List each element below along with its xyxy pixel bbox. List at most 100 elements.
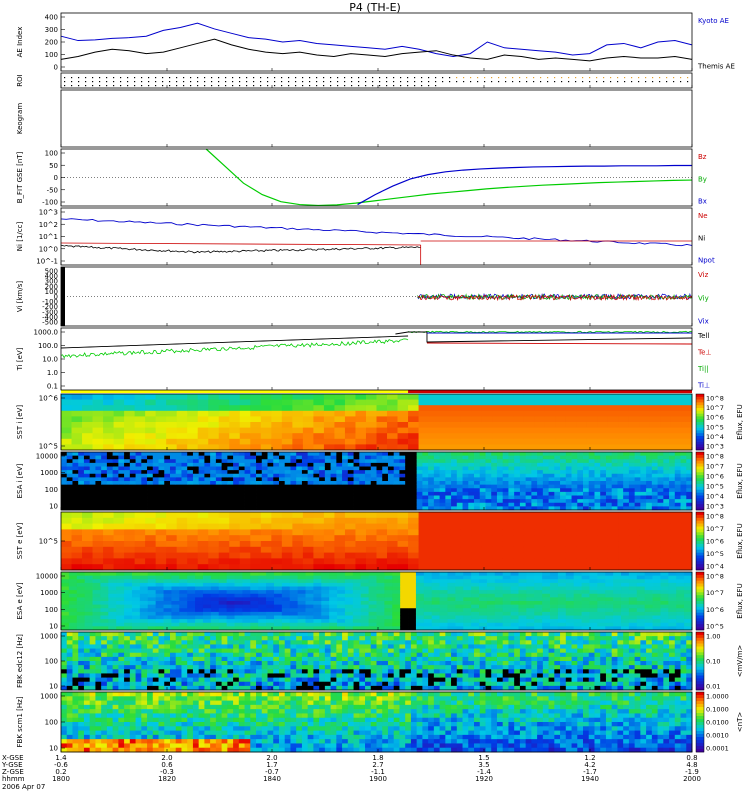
spectrogram-cell: [135, 466, 142, 471]
spectrogram-cell: [450, 410, 462, 417]
spectrogram-cell: [455, 579, 464, 584]
spectrogram-cell: [210, 681, 217, 687]
spectrogram-cell: [657, 495, 664, 500]
spectrogram-cell: [353, 481, 360, 486]
roi-dot: [344, 81, 346, 83]
spectrogram-cell: [456, 470, 463, 475]
spectrogram-cell: [313, 512, 325, 519]
spectrogram-cell: [229, 529, 241, 536]
spectrogram-cell: [468, 459, 475, 464]
spectrogram-cell: [256, 502, 263, 507]
spectrogram-cell: [460, 541, 472, 548]
spectrogram-cell: [663, 488, 670, 493]
spectrogram-cell: [101, 685, 108, 691]
spectrogram-cell: [208, 529, 220, 536]
spectrogram-cell: [176, 405, 188, 412]
spectrogram-cell: [415, 593, 425, 598]
spectrogram-cell: [416, 452, 423, 457]
spectrogram-cell: [242, 590, 251, 595]
spectrogram-cell: [534, 394, 546, 400]
spectrogram-cell: [278, 470, 286, 475]
spectrogram-cell: [337, 611, 346, 616]
spectrogram-cell: [649, 552, 661, 559]
spectrogram-cell: [210, 601, 220, 606]
spectrogram-cell: [594, 484, 601, 489]
spectrogram-cell: [618, 422, 630, 428]
spectrogram-cell: [134, 405, 146, 412]
roi-dot: [617, 77, 619, 79]
spectrogram-cell: [334, 422, 346, 428]
spectrogram-cell: [384, 572, 393, 577]
spectrogram-cell: [646, 466, 653, 471]
spectrogram-cell: [589, 586, 598, 591]
spectrogram-cell: [147, 488, 154, 493]
spectrogram-cell: [147, 648, 154, 654]
spectrogram-cell: [141, 673, 148, 678]
spectrogram-cell: [460, 422, 472, 428]
spectrogram-cell: [660, 590, 669, 595]
spectrogram-cell: [376, 455, 383, 460]
spectrogram-cell: [261, 632, 268, 637]
spectrogram-cell: [492, 535, 504, 542]
spectrogram-cell: [550, 622, 559, 627]
spectrogram-cell: [113, 523, 125, 530]
spectrogram-cell: [583, 484, 590, 489]
spectrogram-cell: [649, 517, 661, 524]
spectrogram-cell: [210, 677, 217, 683]
spectrogram-cell: [181, 495, 188, 500]
spectrogram-cell: [660, 601, 669, 606]
spectrogram-cell: [342, 462, 349, 467]
spectrogram-cell: [181, 656, 188, 662]
spectrogram-cell: [455, 586, 464, 591]
spectrogram-cell: [61, 481, 68, 486]
spectrogram-cell: [261, 648, 268, 654]
spectrogram-cell: [92, 546, 104, 553]
spectrogram-cell: [171, 586, 180, 591]
spectrogram-cell: [242, 611, 251, 616]
spectrogram-cell: [103, 529, 114, 536]
spectrogram-cell: [618, 416, 630, 423]
spectrogram-cell: [233, 656, 240, 662]
spectrogram-cell: [405, 459, 412, 464]
spectrogram-cell: [208, 405, 220, 412]
spectrogram-cell: [124, 499, 131, 504]
spectrogram-cell: [187, 529, 199, 536]
spectrogram-cell: [607, 564, 619, 571]
spectrogram-cell: [238, 452, 245, 457]
spectrogram-cell: [450, 416, 462, 423]
spectrogram-cell: [215, 665, 223, 670]
spectrogram-cell: [261, 636, 268, 641]
spectrogram-cell: [565, 615, 575, 620]
spectrogram-cell: [112, 677, 119, 683]
spectrogram-cell: [113, 438, 125, 445]
spectrogram-cell: [445, 455, 452, 460]
spectrogram-cell: [319, 491, 326, 496]
spectrogram-cell: [92, 529, 104, 536]
spectrogram-cell: [684, 619, 693, 624]
spectrogram-cell: [337, 590, 346, 595]
spectrogram-cell: [384, 622, 393, 627]
spectrogram-cell: [660, 422, 672, 428]
spectrogram-cell: [68, 601, 78, 606]
spectrogram-cell: [537, 459, 544, 464]
spectrogram-cell: [344, 535, 356, 542]
spectrogram-cell: [686, 452, 693, 457]
spectrogram-cell: [518, 611, 527, 616]
spectrogram-cell: [422, 488, 429, 493]
spectrogram-cell: [302, 564, 314, 571]
spectrogram-cell: [565, 575, 575, 580]
spectrogram-cell: [618, 523, 630, 530]
spectrogram-cell: [101, 499, 108, 504]
spectrogram-cell: [347, 491, 354, 496]
spectrogram-cell: [66, 491, 73, 496]
roi-dot: [330, 85, 332, 87]
roi-dot: [379, 81, 381, 83]
spectrogram-cell: [523, 410, 535, 417]
spectrogram-cell: [657, 481, 664, 486]
spectrogram-cell: [76, 626, 86, 631]
spectrogram-cell: [669, 477, 676, 482]
spectrogram-cell: [302, 541, 314, 548]
spectrogram-cell: [289, 615, 299, 620]
spectrogram-cell: [305, 579, 314, 584]
spectrogram-cell: [92, 552, 104, 559]
